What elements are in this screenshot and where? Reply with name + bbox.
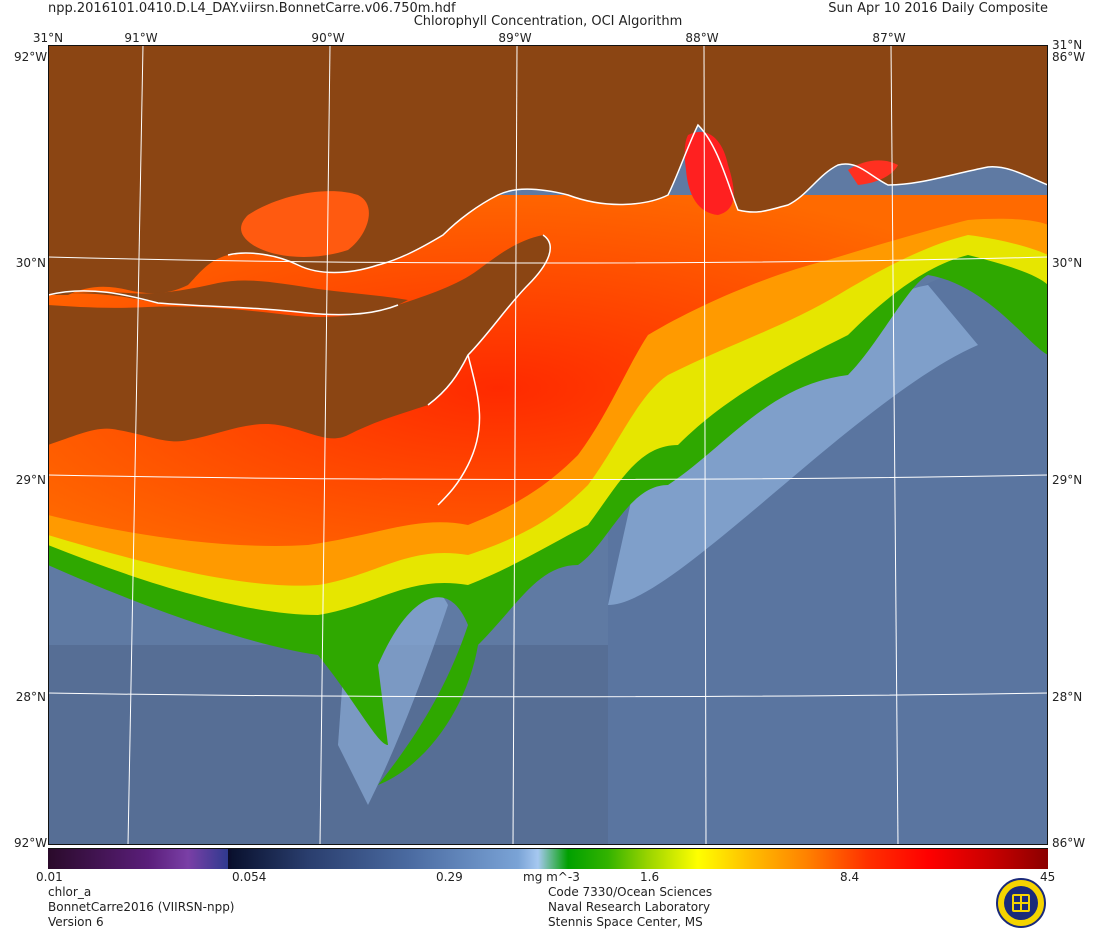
lake-pontchartrain <box>241 191 369 257</box>
footer-variable: chlor_a <box>48 885 92 899</box>
lat-label-28n-left: 28°N <box>15 690 46 704</box>
lon-label-91w: 91°W <box>124 31 158 45</box>
chlorophyll-map <box>48 45 1048 845</box>
edge-lon-label-bottom-left: 92°W <box>14 836 48 850</box>
lon-label-88w: 88°W <box>685 31 719 45</box>
lon-label-90w: 90°W <box>311 31 345 45</box>
footer-org-name: Naval Research Laboratory <box>548 900 711 914</box>
colorbar-unit: mg m^-3 <box>523 870 580 884</box>
red-plume <box>48 195 1048 546</box>
lat-label-28n-right: 28°N <box>1052 690 1083 704</box>
colorbar-tick-3: 1.6 <box>640 870 660 884</box>
composite-date: Sun Apr 10 2016 Daily Composite <box>828 1 1048 16</box>
colorbar-tick-2: 0.29 <box>436 870 463 884</box>
lat-label-29n-left: 29°N <box>15 473 46 487</box>
file-name: npp.2016101.0410.D.L4_DAY.viirsn.BonnetC… <box>48 1 456 16</box>
graticule <box>48 45 1048 845</box>
lon-label-edge-top: 31°N <box>32 31 64 45</box>
edge-lon-label-bottom-right: 86°W <box>1052 836 1086 850</box>
colorbar-tick-4: 8.4 <box>840 870 860 884</box>
lon-label-87w: 87°W <box>872 31 906 45</box>
lat-label-30n-right: 30°N <box>1052 256 1083 270</box>
pensacola-bay <box>848 160 898 185</box>
edge-lon-label-top-left: 92°W <box>14 50 48 64</box>
footer-org-code: Code 7330/Ocean Sciences <box>548 885 713 899</box>
map-title: Chlorophyll Concentration, OCI Algorithm <box>413 14 683 29</box>
colorbar-tick-0: 0.01 <box>36 870 63 884</box>
lon-label-89w: 89°W <box>498 31 532 45</box>
colorbar-tick-5: 45 <box>1040 870 1056 884</box>
coastline <box>48 123 1048 506</box>
edge-lon-label-top-right: 86°W <box>1052 50 1086 64</box>
footer-version: Version 6 <box>48 915 104 929</box>
mobile-bay <box>684 131 734 215</box>
land <box>48 45 1048 445</box>
lat-label-30n-left: 30°N <box>15 256 46 270</box>
colorbar <box>48 848 1048 869</box>
footer-dataset: BonnetCarre2016 (VIIRSN-npp) <box>48 900 235 914</box>
lat-label-31n-right: 31°N <box>1052 38 1083 52</box>
colorbar-tick-1: 0.054 <box>232 870 267 884</box>
footer-org-location: Stennis Space Center, MS <box>548 915 703 929</box>
navy-seal-icon <box>996 878 1046 928</box>
lat-label-29n-right: 29°N <box>1052 473 1083 487</box>
